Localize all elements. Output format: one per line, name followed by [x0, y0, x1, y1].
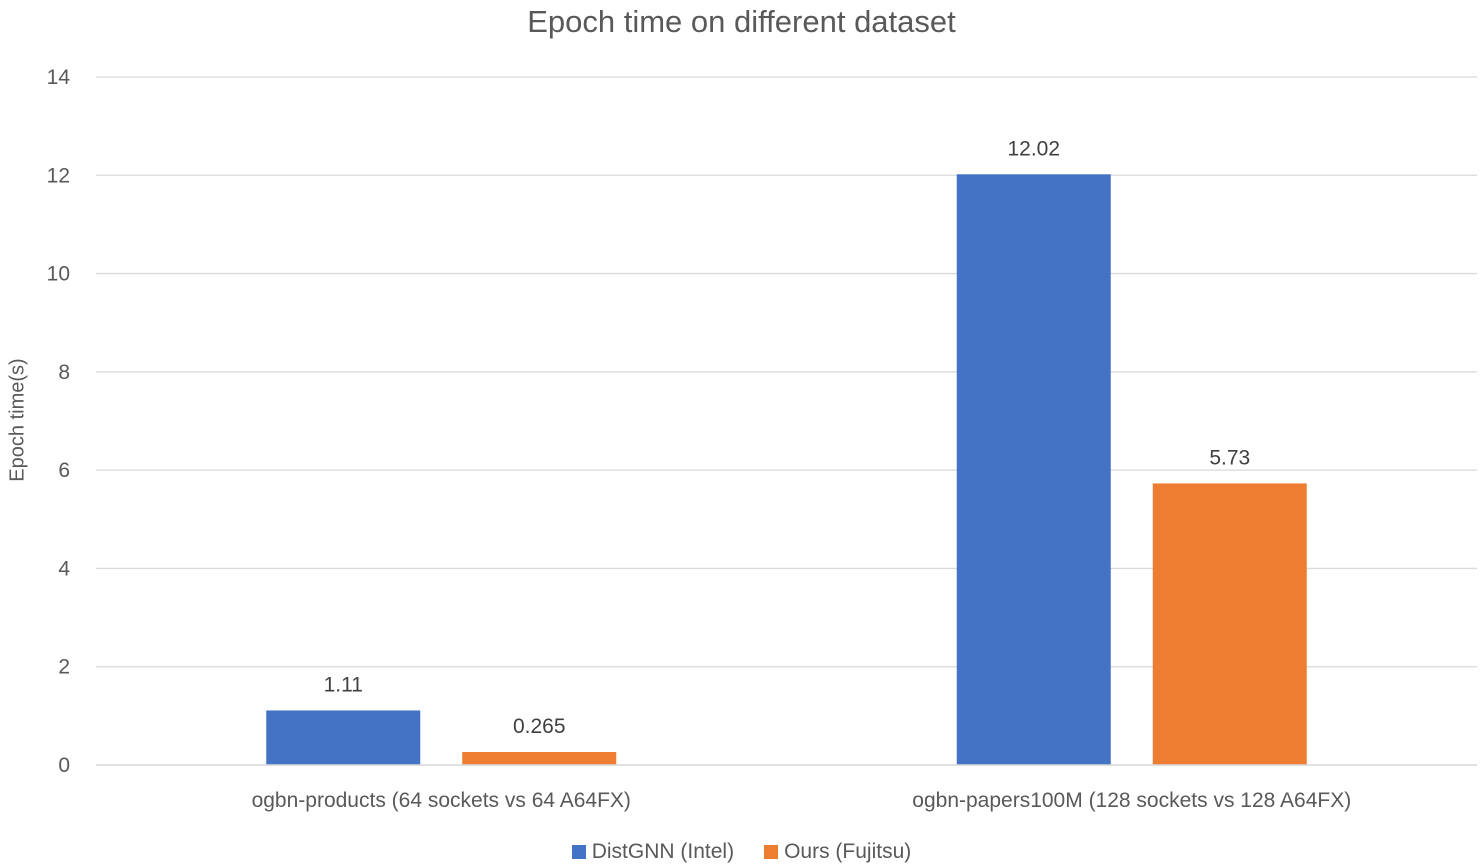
y-tick-label: 12: [47, 164, 70, 187]
bar: [1152, 483, 1307, 765]
chart-title: Epoch time on different dataset: [527, 4, 956, 39]
data-label: 1.11: [324, 673, 363, 696]
y-tick-label: 10: [47, 263, 70, 286]
legend-swatch: [764, 845, 779, 859]
bar: [462, 751, 617, 765]
x-tick-label: ogbn-papers100M (128 sockets vs 128 A64F…: [912, 789, 1351, 812]
legend-label: DistGNN (Intel): [591, 840, 735, 863]
y-tick-label: 0: [58, 754, 70, 777]
x-tick-label: ogbn-products (64 sockets vs 64 A64FX): [252, 789, 631, 812]
legend-item: DistGNN (Intel): [571, 840, 735, 864]
legend-label: Ours (Fujitsu): [784, 840, 912, 863]
legend-swatch: [571, 845, 586, 859]
y-tick-label: 4: [58, 557, 70, 580]
data-label: 12.02: [1007, 137, 1060, 160]
bar: [956, 174, 1111, 765]
y-tick-label: 8: [58, 361, 70, 384]
legend: DistGNN (Intel) Ours (Fujitsu): [0, 840, 1483, 864]
data-label: 5.73: [1209, 446, 1250, 469]
y-tick-label: 6: [58, 459, 70, 482]
bar: [266, 710, 421, 765]
data-label: 0.265: [513, 715, 566, 738]
y-tick-label: 14: [47, 66, 71, 89]
y-tick-label: 2: [58, 656, 70, 679]
legend-item: Ours (Fujitsu): [764, 840, 911, 864]
